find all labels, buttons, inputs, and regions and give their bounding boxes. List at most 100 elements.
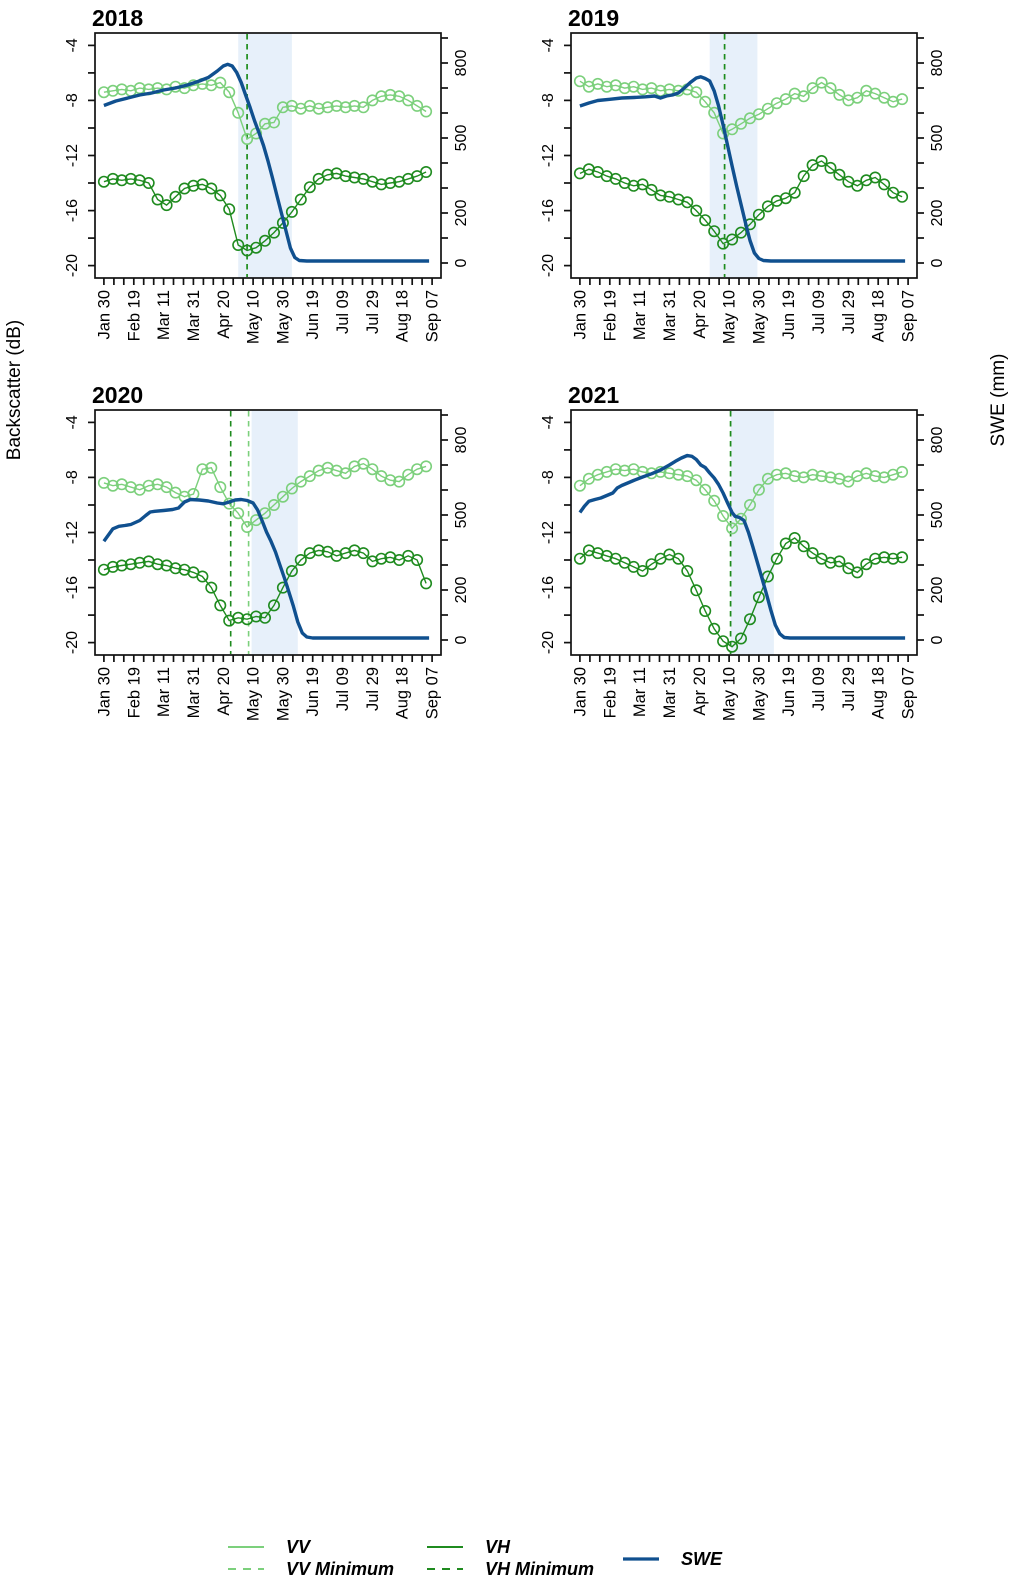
vh-series-marker [573, 552, 586, 565]
vh-series-marker [268, 599, 281, 612]
vv-series-marker [708, 494, 721, 507]
vh-series-marker [860, 558, 873, 571]
vv-series-marker [357, 457, 370, 470]
x-tick-label: Mar 31 [185, 290, 203, 341]
vv-series-marker [609, 463, 622, 476]
left-axis-ticks: -4 -8 -12 -16 -20 [64, 415, 95, 654]
x-tick-label: Jul 09 [334, 290, 352, 334]
vh-series [97, 544, 433, 627]
x-tick-label: Jan 30 [95, 290, 113, 340]
swe-line [578, 453, 906, 640]
vh-series-marker [223, 203, 236, 216]
right-axis-ticks: 0 200 500 800 [441, 414, 470, 644]
right-tick-label: 800 [453, 50, 470, 77]
vv-series-marker [761, 102, 774, 115]
vh-series-marker [824, 556, 837, 569]
legend-item-swe: SWE [622, 1548, 722, 1570]
vh-series-marker [312, 544, 325, 557]
vv-series-marker [654, 84, 667, 97]
vh-series-marker [321, 168, 334, 181]
vh-series-marker [681, 565, 694, 578]
legend-label-vh-minimum: VH Minimum [485, 1558, 595, 1579]
vh-series-marker [115, 559, 128, 572]
x-tick-label: May 10 [245, 667, 263, 721]
vh-series-marker [770, 552, 783, 565]
vh-series-marker [726, 233, 739, 246]
right-tick-label: 800 [929, 50, 946, 77]
figure: Backscatter (dB) SWE (mm) -4 -8 -12 -16 -20 0… [4, 5, 1009, 1579]
left-axis-ticks: -4 -8 -12 -16 -20 [540, 415, 571, 654]
vh-series-path [579, 537, 903, 648]
vv-series-marker [618, 464, 631, 477]
x-tick-label: Jul 29 [364, 290, 382, 334]
left-tick-label: -16 [64, 576, 81, 599]
vh-series [97, 166, 433, 257]
x-tick-label: Jul 29 [364, 667, 382, 711]
vh-series-marker [196, 570, 209, 583]
vv-series [573, 75, 909, 140]
vv-series-path [579, 80, 903, 135]
x-tick-label: Mar 31 [661, 667, 679, 718]
vv-series-marker [285, 482, 298, 495]
vv-series-marker [268, 116, 281, 129]
vh-series-marker [788, 532, 801, 545]
vh-series-marker [815, 155, 828, 168]
vv-series-marker [339, 101, 352, 114]
vv-series-marker [770, 468, 783, 481]
vh-series-marker [636, 178, 649, 191]
x-tick-label: Jan 30 [95, 667, 113, 717]
x-tick-label: Mar 11 [631, 667, 649, 717]
right-tick-label: 500 [929, 125, 946, 152]
vh-series-marker [869, 552, 882, 565]
vh-series-marker [142, 177, 155, 190]
vv-series-marker [276, 101, 289, 114]
vv-series-marker [896, 465, 909, 478]
vh-series-marker [151, 558, 164, 571]
vh-series [573, 155, 909, 250]
left-tick-label: -12 [540, 521, 557, 544]
swe-line-swatch [623, 1557, 659, 1561]
left-tick-label: -8 [540, 470, 557, 484]
right-tick-label: 200 [453, 577, 470, 604]
left-tick-label: -16 [540, 199, 557, 222]
vv-series-marker [735, 512, 748, 525]
vh-series-marker [124, 172, 137, 185]
left-tick-label: -4 [540, 415, 557, 429]
vv-series-marker [797, 90, 810, 103]
vv-series-marker [600, 80, 613, 93]
vv-series-marker [97, 86, 110, 99]
vh-series-marker [160, 199, 173, 212]
vh-series-marker [285, 205, 298, 218]
vv-series-marker [690, 86, 703, 99]
vh-series-marker [788, 186, 801, 199]
x-tick-label: May 10 [721, 667, 739, 721]
vv-series-marker [232, 507, 245, 520]
vv-series-marker [241, 133, 254, 146]
vv-series-marker [690, 474, 703, 487]
x-tick-label: Jun 19 [780, 667, 798, 717]
vh-series-marker [896, 190, 909, 203]
left-tick-label: -12 [64, 144, 81, 167]
vv-series-marker [214, 76, 227, 89]
vh-series-marker [294, 193, 307, 206]
x-tick-label: Jul 29 [840, 290, 858, 334]
vv-series-marker [726, 123, 739, 136]
vh-series-marker [744, 613, 757, 626]
vh-series-marker [708, 225, 721, 238]
vh-series-marker [681, 196, 694, 209]
vv-series-marker [330, 99, 343, 112]
vh-series-marker [690, 204, 703, 217]
vh-series-path [579, 160, 903, 245]
vv-series-marker [375, 90, 388, 103]
left-tick-label: -4 [64, 415, 81, 429]
vh-series-marker [124, 558, 137, 571]
x-tick-label: Jul 09 [810, 290, 828, 334]
x-tick-label: Apr 20 [691, 290, 709, 339]
vv-series-marker [672, 468, 685, 481]
vh-series-marker [285, 565, 298, 578]
vv-series-marker [142, 479, 155, 492]
vh-series-marker [294, 554, 307, 567]
vh-series-marker [699, 605, 712, 618]
x-tick-label: Sep 07 [900, 290, 918, 342]
vv-series-marker [726, 522, 739, 535]
